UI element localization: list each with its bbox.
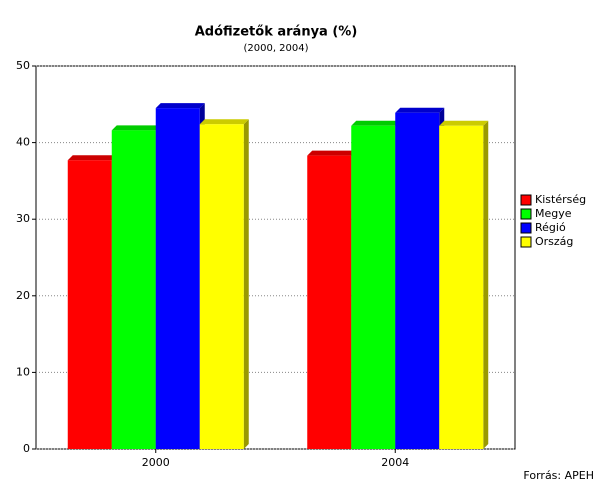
y-tick-label: 20 — [16, 289, 30, 302]
x-tick-label: 2004 — [381, 456, 409, 469]
y-tick-label: 30 — [16, 212, 30, 225]
bar — [307, 155, 352, 449]
legend-label: Kistérség — [535, 193, 586, 206]
bar — [439, 125, 484, 450]
legend-label: Régió — [535, 221, 566, 234]
bar — [199, 124, 244, 449]
bar-top — [155, 103, 205, 109]
legend-swatch — [520, 194, 532, 206]
y-tick-label: 0 — [23, 442, 30, 455]
source-note: Forrás: APEH — [523, 469, 594, 482]
y-tick-label: 10 — [16, 365, 30, 378]
bar — [111, 130, 156, 449]
chart-subtitle: (2000, 2004) — [243, 43, 308, 54]
bar-top — [439, 120, 489, 126]
y-tick-label: 50 — [16, 59, 30, 72]
legend-swatch — [520, 208, 532, 220]
legend-swatch — [520, 236, 532, 248]
bar — [351, 125, 396, 450]
legend-swatch — [520, 222, 532, 234]
bar-top — [199, 119, 249, 125]
bar-top — [307, 150, 357, 156]
y-tick-label: 40 — [16, 136, 30, 149]
bar-side — [243, 119, 249, 449]
bar-top — [111, 125, 161, 131]
bar-top — [395, 107, 445, 113]
x-tick-label: 2000 — [142, 456, 170, 469]
chart-title: Adófizetők aránya (%) — [195, 25, 358, 40]
bar-top — [351, 120, 401, 126]
bar — [395, 112, 440, 449]
bar-side — [483, 120, 489, 450]
bar — [155, 108, 200, 449]
legend-label: Ország — [535, 235, 573, 248]
bar-top — [67, 155, 117, 161]
legend-label: Megye — [535, 207, 572, 220]
bar — [67, 160, 112, 449]
